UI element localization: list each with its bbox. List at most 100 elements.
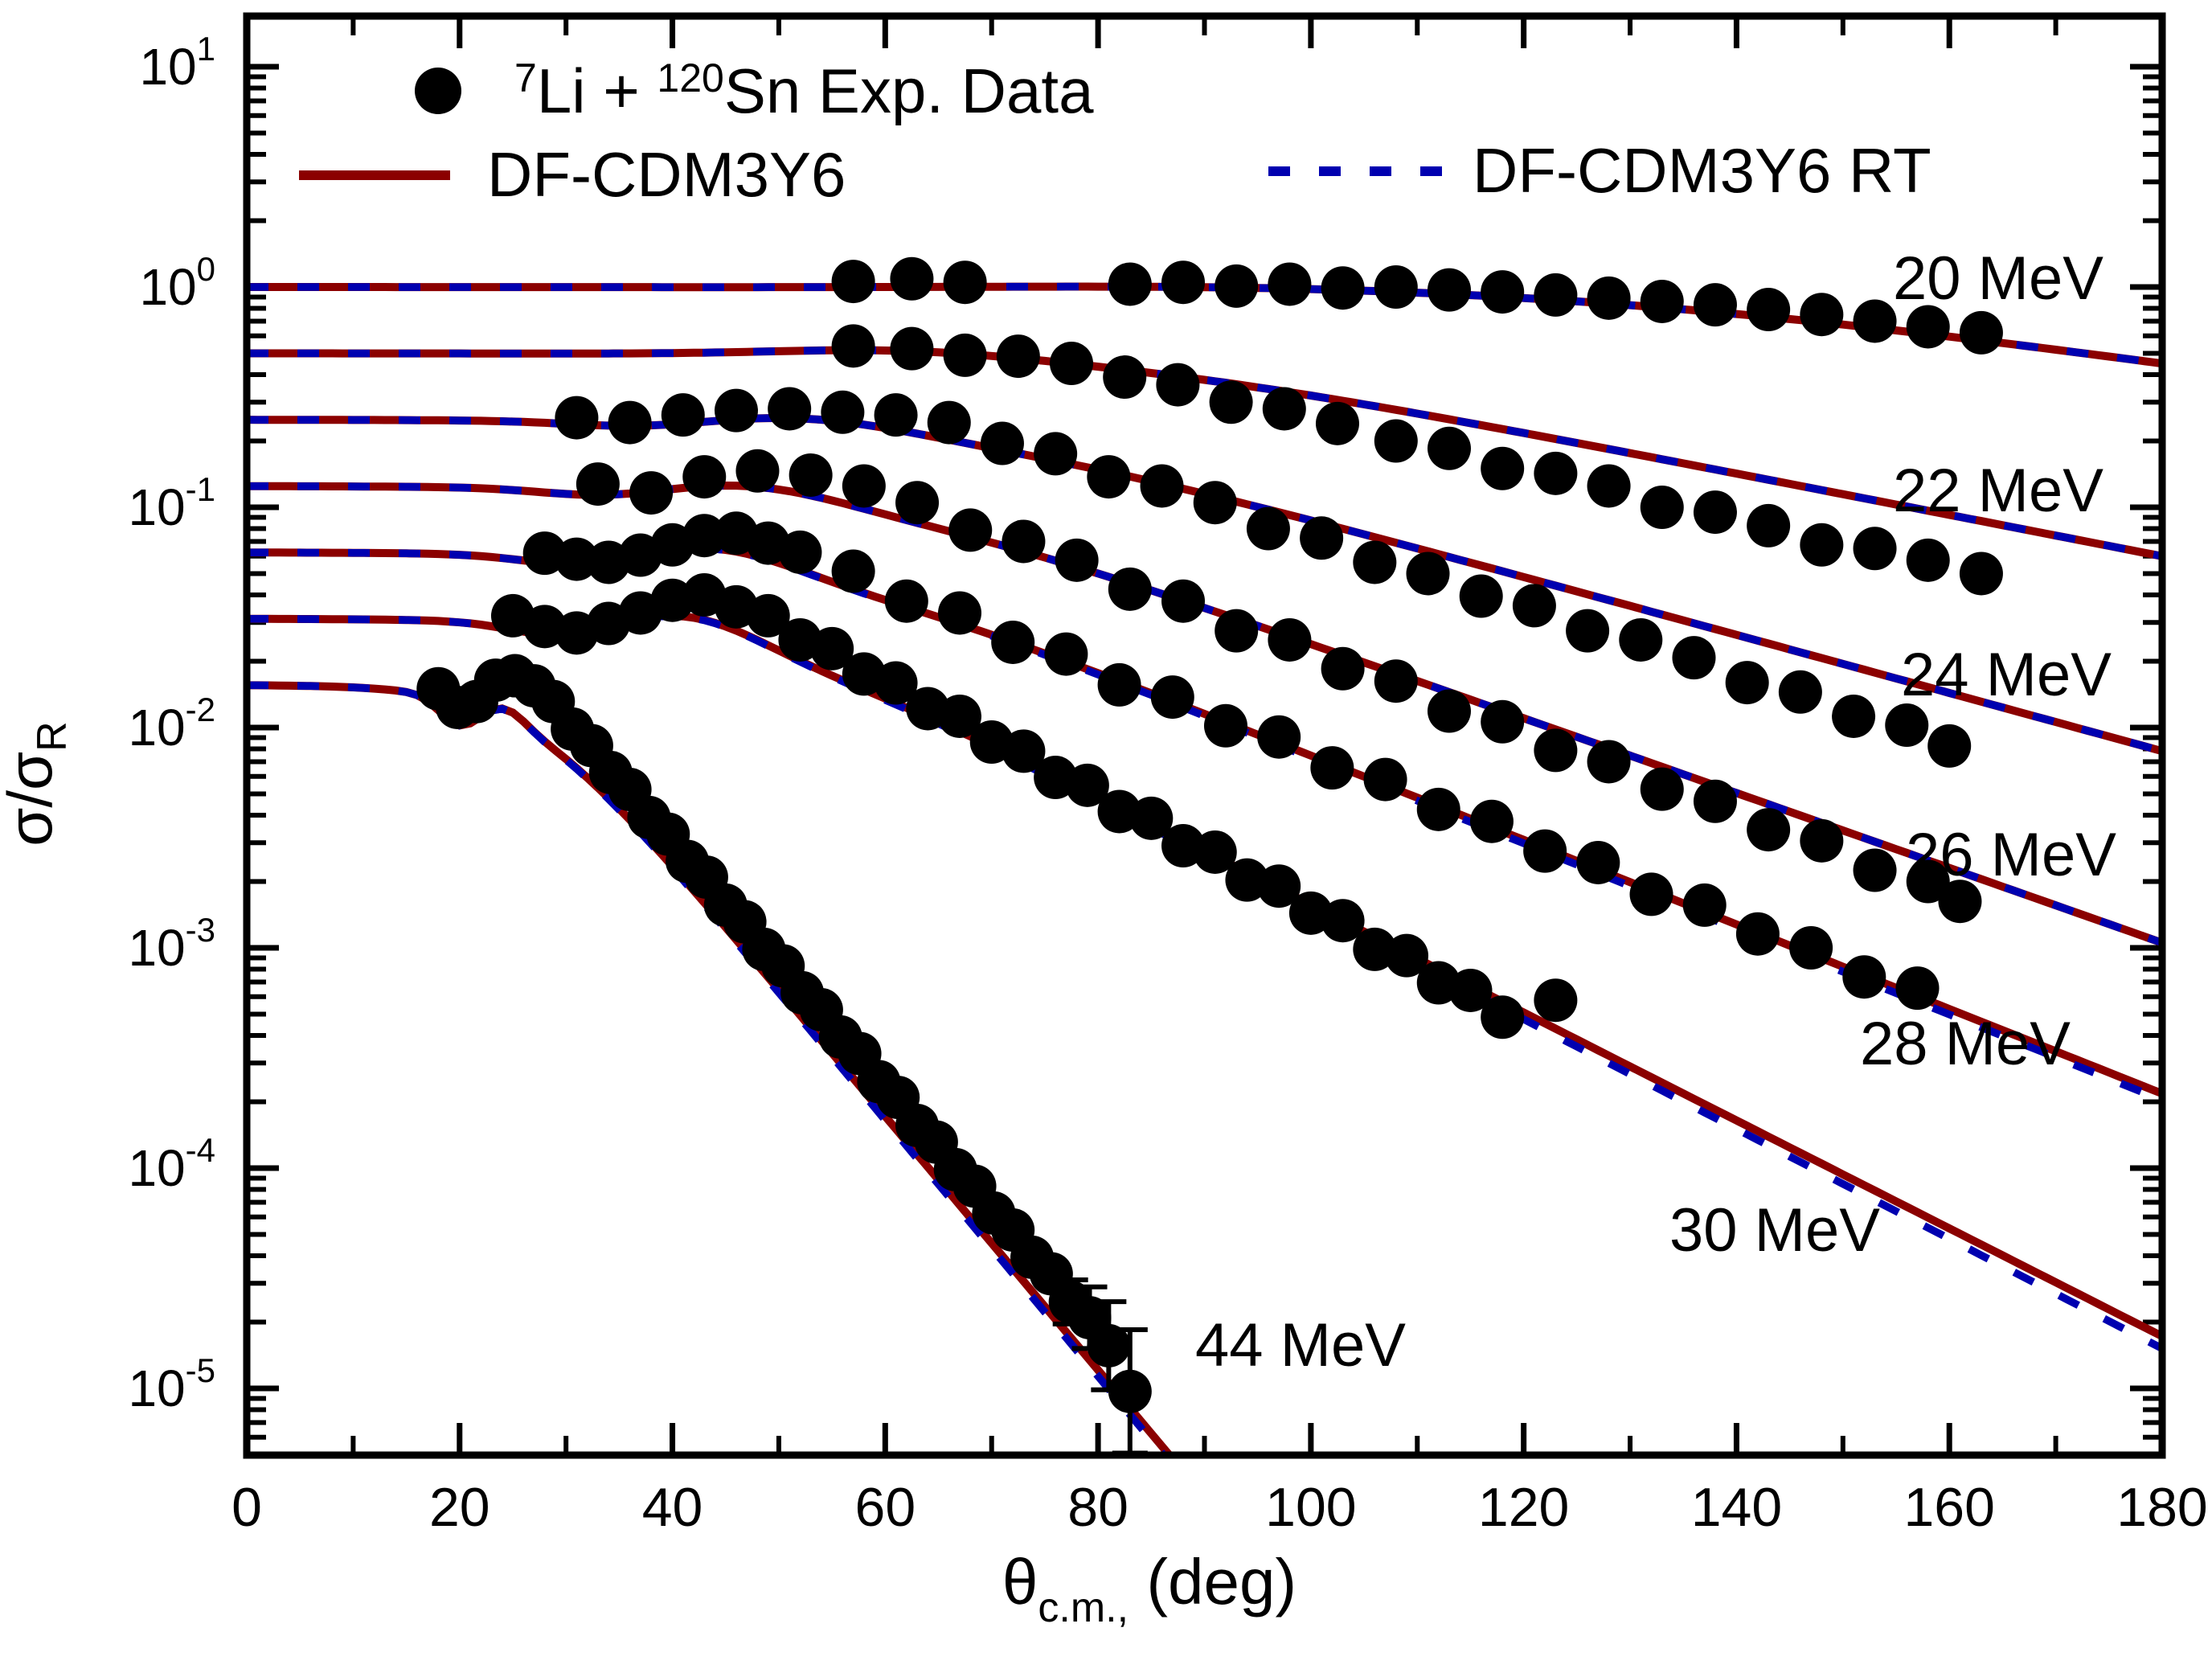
data-point (927, 400, 971, 445)
data-point (1885, 703, 1929, 748)
data-point (1002, 729, 1046, 773)
data-point (890, 256, 934, 301)
data-point (1268, 262, 1312, 306)
data-point (874, 393, 918, 437)
data-point (831, 549, 875, 593)
data-point (1959, 310, 2003, 355)
data-point (1262, 387, 1306, 431)
data-point (980, 421, 1024, 465)
data-point (1640, 767, 1684, 811)
data-point (1693, 490, 1737, 535)
data-point (1778, 670, 1822, 714)
data-point (1448, 968, 1493, 1012)
x-axis-title: θc.m., (deg) (1002, 1546, 1296, 1631)
data-point (735, 449, 780, 493)
data-point (1481, 446, 1525, 490)
y-tick-label: 10-5 (128, 1351, 215, 1417)
data-point (938, 694, 982, 738)
x-tick-label: 100 (1265, 1477, 1356, 1538)
data-point (1619, 617, 1663, 662)
data-point (1140, 464, 1184, 508)
data-point (682, 455, 727, 499)
data-point (1156, 363, 1200, 407)
data-point (778, 530, 822, 574)
data-point (1534, 451, 1578, 495)
data-point (1566, 609, 1610, 653)
data-point (1512, 584, 1556, 628)
data-point (842, 464, 886, 508)
data-point (1959, 551, 2003, 596)
data-point (1353, 540, 1397, 584)
data-point (555, 396, 599, 440)
data-point (1374, 419, 1418, 463)
y-tick-labels: 101 100 10-1 10-2 10-3 10-4 10-5 (128, 30, 215, 1417)
data-point (746, 593, 790, 638)
data-point (1427, 268, 1471, 312)
data-point (1725, 661, 1769, 705)
data-point (1161, 260, 1206, 305)
data-point (1406, 551, 1450, 596)
y-tick-label: 101 (139, 30, 215, 96)
data-point (884, 579, 928, 623)
data-point (682, 514, 727, 558)
series-30-points (490, 573, 1578, 1039)
data-point (1853, 848, 1897, 892)
y-axis-title: σ/σR (0, 721, 76, 847)
data-point (608, 400, 652, 445)
data-point (1097, 662, 1141, 707)
data-point (1427, 689, 1471, 733)
data-point (1459, 574, 1503, 618)
data-point (1906, 305, 1950, 349)
series-20-points (831, 256, 2003, 355)
data-point (1257, 715, 1301, 759)
data-point (1416, 787, 1460, 831)
data-point (1523, 829, 1567, 873)
data-point (1747, 808, 1791, 852)
data-point (1693, 283, 1737, 327)
data-point (1842, 955, 1886, 999)
data-point (1363, 757, 1407, 802)
data-point (1209, 380, 1253, 424)
data-point (1481, 699, 1525, 744)
energy-label-20: 20 MeV (1893, 244, 2103, 313)
y-tick-label: 10-2 (128, 691, 215, 756)
data-point (1534, 273, 1578, 317)
energy-label-30: 30 MeV (1669, 1196, 1880, 1265)
legend-exp-label: 7Li + 120Sn Exp. Data (514, 55, 1094, 126)
data-point (1938, 880, 1982, 924)
data-point (1161, 579, 1206, 623)
x-tick-label: 0 (231, 1477, 262, 1538)
data-point (1927, 724, 1972, 768)
x-tick-label: 20 (429, 1477, 490, 1538)
energy-label-28: 28 MeV (1860, 1010, 2071, 1078)
y-tick-label: 100 (139, 250, 215, 316)
data-point (1044, 632, 1088, 676)
data-point (1215, 264, 1259, 308)
data-point (943, 260, 987, 305)
data-point (1747, 288, 1791, 332)
series-22-points (831, 324, 2003, 596)
energy-label-24: 24 MeV (1901, 641, 2112, 709)
data-point (1906, 859, 1950, 904)
data-point (1672, 636, 1716, 680)
x-tick-label: 40 (642, 1477, 703, 1538)
data-point (1374, 265, 1418, 309)
data-point (1193, 481, 1237, 525)
data-point (714, 388, 758, 433)
data-point (1576, 840, 1620, 884)
data-point (1800, 523, 1844, 567)
data-point (890, 326, 934, 371)
legend: 7Li + 120Sn Exp. Data DF-CDM3Y6 DF-CDM3Y6 … (299, 55, 1931, 210)
data-point (1693, 779, 1737, 823)
data-point (1469, 799, 1514, 843)
data-point (1193, 830, 1237, 874)
energy-labels: 20 MeV 22 MeV 24 MeV 26 MeV 28 MeV 30 MeV 44 M… (1195, 244, 2116, 1380)
x-tick-label: 60 (855, 1477, 916, 1538)
filled-circle-icon (415, 68, 461, 114)
x-tick-label: 80 (1067, 1477, 1129, 1538)
x-tick-label: 140 (1691, 1477, 1782, 1538)
series-26-points (576, 449, 1982, 924)
data-point (1315, 401, 1359, 445)
x-tick-label: 120 (1478, 1477, 1569, 1538)
energy-label-22: 22 MeV (1893, 457, 2103, 525)
